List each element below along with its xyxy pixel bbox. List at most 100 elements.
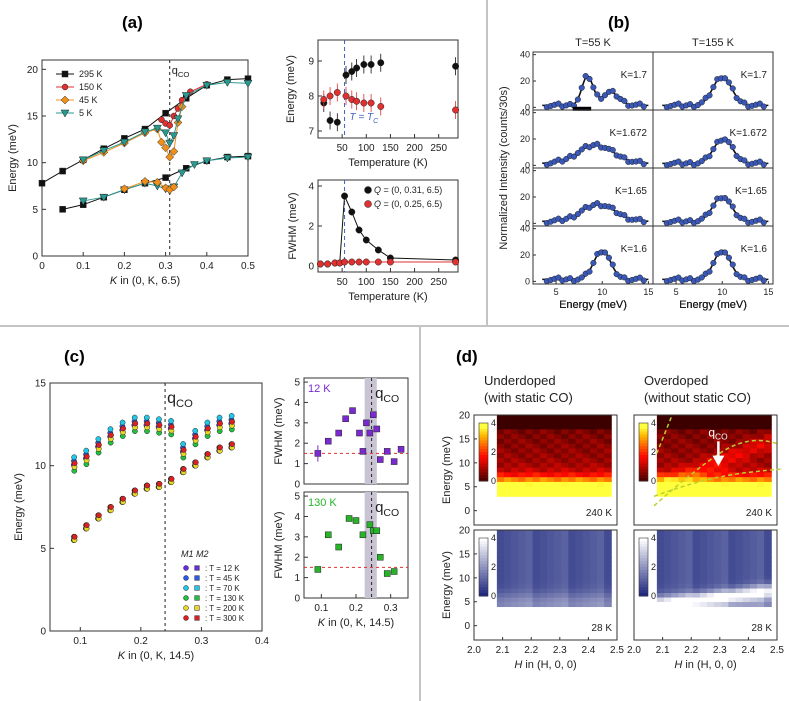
d-heatmap-cell	[685, 570, 694, 576]
d-heatmap-cell	[546, 570, 555, 576]
d-heatmap-cell	[692, 458, 701, 464]
d-heatmap-cell	[525, 575, 534, 581]
d-heatmap-cell	[525, 486, 534, 493]
d-qco-arrow-head	[712, 455, 725, 467]
c-left-m1-point	[107, 426, 114, 432]
c-right-bottom-point	[325, 531, 332, 539]
a-right-bottom-xtick-label: 200	[406, 277, 423, 288]
b-row-label: K=1.65	[615, 186, 647, 197]
d-heatmap-cell	[671, 543, 679, 549]
d-heatmap-cell	[764, 477, 772, 483]
d-heatmap-cell	[706, 548, 715, 554]
d-heatmap-cell	[706, 477, 715, 483]
d-heatmap-cell	[742, 491, 751, 497]
d-heatmap-cell	[749, 588, 758, 594]
d-heatmap-cell	[596, 548, 605, 554]
d-heatmap-cell	[532, 491, 541, 497]
d-heatmap-cell	[561, 415, 569, 421]
d-heatmap-cell	[511, 552, 519, 558]
c-left-legend-label: : T = 12 K	[205, 564, 240, 573]
d-heatmap-cell	[764, 429, 772, 435]
b-data-point	[609, 87, 616, 94]
d-heatmap-cell	[589, 593, 598, 599]
d-heatmap-cell	[706, 570, 715, 576]
d-heatmap-cell	[539, 419, 548, 426]
d-heatmap-cell	[735, 491, 744, 497]
d-heatmap-cell	[525, 593, 534, 599]
c-right-bottom-xlabel: K in (0, K, 14.5)	[318, 617, 394, 629]
a-rb-point	[452, 258, 460, 266]
d-heatmap-cell	[604, 579, 612, 585]
d-heatmap-cell	[706, 481, 715, 488]
d-heatmap-cell	[664, 481, 672, 488]
d-heatmap-cell	[699, 597, 708, 603]
d-heatmap-cell	[749, 593, 758, 599]
a-left-point	[59, 206, 66, 213]
b-data-point	[594, 91, 601, 98]
d-heatmap-cell	[518, 443, 526, 449]
d-heatmap-cell	[699, 548, 708, 554]
c-right-bottom-point	[335, 543, 342, 551]
d-heatmap-cell	[511, 458, 519, 464]
d-heatmap-cell	[604, 462, 612, 469]
d-heatmap-cell	[504, 539, 512, 545]
d-heatmap-cell	[735, 543, 744, 549]
d-heatmap-cell	[582, 570, 591, 576]
d-heatmap-cell	[546, 552, 555, 558]
d-heatmap-cell	[714, 548, 722, 554]
d-colorbar-segment	[479, 546, 488, 551]
d-heatmap-cell	[706, 467, 715, 473]
d-heatmap-cell	[496, 575, 505, 581]
c-right-top-point	[335, 429, 342, 437]
d-heatmap-cell	[568, 458, 577, 464]
c-left-m1-point	[156, 422, 163, 429]
d-heatmap-cell	[575, 429, 584, 435]
d-heatmap-cell	[721, 453, 729, 459]
d-heatmap-cell	[728, 424, 737, 430]
d-heatmap-cell	[539, 593, 548, 599]
d-heatmap-cell	[735, 438, 744, 445]
c-left-m1-point	[229, 419, 236, 425]
c-left-frame	[49, 382, 263, 632]
d-heatmap-cell	[756, 575, 765, 581]
b-ytick-label: 0	[525, 160, 530, 170]
a-left-point	[177, 169, 187, 178]
b-ylabel: Normalized Intensity (counts/30s)	[498, 86, 510, 249]
d-heatmap-cell	[518, 448, 526, 454]
d-heatmap-cell	[656, 477, 665, 483]
d-heatmap-cell	[504, 543, 512, 549]
d-heatmap-cell	[575, 415, 584, 421]
d-heatmap-cell	[532, 561, 541, 567]
d-heatmap-cell	[685, 429, 694, 435]
d-qco-label: qCO	[708, 426, 728, 442]
d-heatmap-cell	[554, 552, 562, 558]
d-xtick-label: 2.0	[627, 645, 641, 656]
a-rt-point	[377, 103, 385, 110]
a-right-bottom-xtick-label: 150	[382, 277, 399, 288]
d-heatmap-cell	[532, 458, 541, 464]
d-heatmap-cell	[518, 491, 526, 497]
d-heatmap-cell	[735, 539, 744, 545]
a-left-point	[243, 80, 253, 88]
d-heatmap-cell	[735, 481, 744, 488]
d-heatmap-cell	[728, 472, 737, 478]
d-heatmap-cell	[685, 443, 694, 449]
d-colorbar-segment	[639, 564, 648, 568]
d-heatmap-cell	[721, 467, 729, 473]
d-heatmap-cell	[568, 602, 577, 608]
d-heatmap-cell	[714, 566, 722, 572]
a-right-top-xtick-label: 250	[430, 143, 447, 154]
d-heatmap-cell	[518, 453, 526, 459]
b-data-point	[636, 157, 643, 164]
c-left-ylabel: Energy (meV)	[13, 473, 25, 541]
d-heatmap-cell	[749, 415, 758, 421]
d-heatmap-cell	[604, 481, 612, 488]
d-heatmap-cell	[756, 415, 765, 421]
b-column-title: T=155 K	[692, 37, 735, 49]
a-left-point	[166, 122, 173, 129]
d-colorbar-segment	[639, 540, 648, 545]
d-heatmap-cell	[496, 539, 505, 545]
d-heatmap-cell	[589, 534, 598, 540]
d-heatmap-cell	[496, 443, 505, 449]
d-heatmap-cell	[742, 543, 751, 549]
